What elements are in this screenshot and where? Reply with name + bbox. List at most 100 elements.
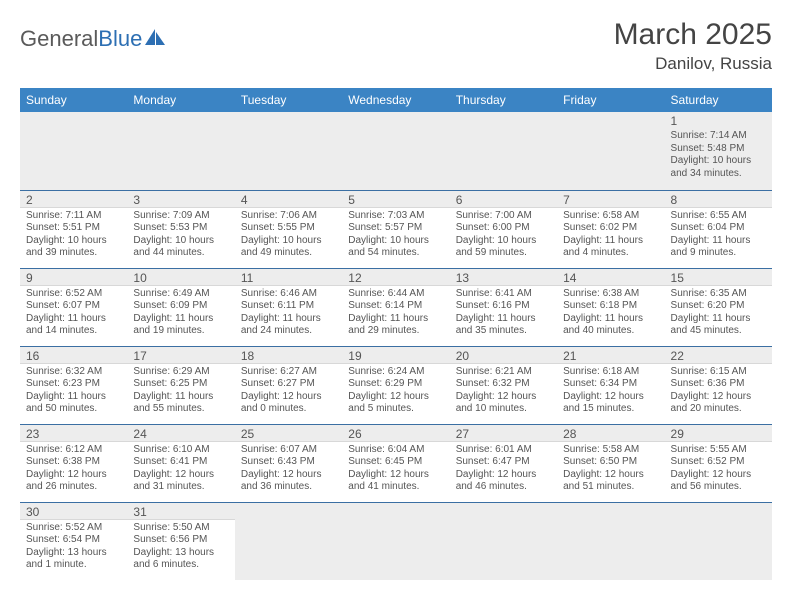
- sunset-text: Sunset: 6:41 PM: [133, 456, 228, 469]
- sunrise-text: Sunrise: 6:32 AM: [26, 366, 121, 379]
- weekday-header: Wednesday: [342, 88, 449, 112]
- daylight-line1: Daylight: 12 hours: [456, 469, 551, 482]
- daylight-line1: Daylight: 12 hours: [348, 469, 443, 482]
- day-details: Sunrise: 6:27 AMSunset: 6:27 PMDaylight:…: [235, 364, 342, 420]
- calendar-day-cell: 14Sunrise: 6:38 AMSunset: 6:18 PMDayligh…: [557, 268, 664, 346]
- sunrise-text: Sunrise: 6:21 AM: [456, 366, 551, 379]
- daylight-line1: Daylight: 12 hours: [241, 469, 336, 482]
- calendar-day-cell: 4Sunrise: 7:06 AMSunset: 5:55 PMDaylight…: [235, 190, 342, 268]
- day-details: Sunrise: 5:58 AMSunset: 6:50 PMDaylight:…: [557, 442, 664, 498]
- calendar-empty-cell: [450, 502, 557, 580]
- day-details: Sunrise: 6:07 AMSunset: 6:43 PMDaylight:…: [235, 442, 342, 498]
- sunrise-text: Sunrise: 7:06 AM: [241, 210, 336, 223]
- calendar-empty-cell: [450, 112, 557, 190]
- daylight-line2: and 44 minutes.: [133, 247, 228, 260]
- daylight-line2: and 9 minutes.: [671, 247, 766, 260]
- daylight-line1: Daylight: 10 hours: [671, 155, 766, 168]
- day-number: 5: [342, 191, 449, 208]
- daylight-line2: and 20 minutes.: [671, 403, 766, 416]
- day-details: Sunrise: 7:06 AMSunset: 5:55 PMDaylight:…: [235, 208, 342, 264]
- day-number: 18: [235, 347, 342, 364]
- daylight-line2: and 14 minutes.: [26, 325, 121, 338]
- daylight-line2: and 39 minutes.: [26, 247, 121, 260]
- sunrise-text: Sunrise: 6:44 AM: [348, 288, 443, 301]
- day-number: 24: [127, 425, 234, 442]
- day-details: Sunrise: 6:29 AMSunset: 6:25 PMDaylight:…: [127, 364, 234, 420]
- calendar-day-cell: 19Sunrise: 6:24 AMSunset: 6:29 PMDayligh…: [342, 346, 449, 424]
- day-details: Sunrise: 6:10 AMSunset: 6:41 PMDaylight:…: [127, 442, 234, 498]
- sunset-text: Sunset: 6:56 PM: [133, 534, 228, 547]
- sail-icon: [144, 28, 166, 46]
- sunset-text: Sunset: 5:57 PM: [348, 222, 443, 235]
- calendar-day-cell: 28Sunrise: 5:58 AMSunset: 6:50 PMDayligh…: [557, 424, 664, 502]
- day-details: Sunrise: 6:15 AMSunset: 6:36 PMDaylight:…: [665, 364, 772, 420]
- sunset-text: Sunset: 6:38 PM: [26, 456, 121, 469]
- sunrise-text: Sunrise: 7:00 AM: [456, 210, 551, 223]
- calendar-day-cell: 15Sunrise: 6:35 AMSunset: 6:20 PMDayligh…: [665, 268, 772, 346]
- daylight-line1: Daylight: 11 hours: [26, 313, 121, 326]
- calendar-week-row: 1Sunrise: 7:14 AMSunset: 5:48 PMDaylight…: [20, 112, 772, 190]
- daylight-line1: Daylight: 10 hours: [348, 235, 443, 248]
- daylight-line2: and 1 minute.: [26, 559, 121, 572]
- calendar-thead: Sunday Monday Tuesday Wednesday Thursday…: [20, 88, 772, 112]
- daylight-line2: and 56 minutes.: [671, 481, 766, 494]
- sunrise-text: Sunrise: 6:12 AM: [26, 444, 121, 457]
- sunset-text: Sunset: 6:27 PM: [241, 378, 336, 391]
- day-number: 28: [557, 425, 664, 442]
- sunset-text: Sunset: 6:20 PM: [671, 300, 766, 313]
- day-number: 10: [127, 269, 234, 286]
- sunrise-text: Sunrise: 5:50 AM: [133, 522, 228, 535]
- day-details: Sunrise: 6:58 AMSunset: 6:02 PMDaylight:…: [557, 208, 664, 264]
- day-number: 19: [342, 347, 449, 364]
- sunrise-text: Sunrise: 6:24 AM: [348, 366, 443, 379]
- daylight-line2: and 49 minutes.: [241, 247, 336, 260]
- daylight-line1: Daylight: 11 hours: [241, 313, 336, 326]
- daylight-line1: Daylight: 11 hours: [133, 391, 228, 404]
- page-header: GeneralBlue March 2025 Danilov, Russia: [20, 18, 772, 74]
- sunrise-text: Sunrise: 6:29 AM: [133, 366, 228, 379]
- day-number: 14: [557, 269, 664, 286]
- day-details: Sunrise: 6:18 AMSunset: 6:34 PMDaylight:…: [557, 364, 664, 420]
- sunset-text: Sunset: 6:09 PM: [133, 300, 228, 313]
- day-details: Sunrise: 6:04 AMSunset: 6:45 PMDaylight:…: [342, 442, 449, 498]
- calendar-day-cell: 20Sunrise: 6:21 AMSunset: 6:32 PMDayligh…: [450, 346, 557, 424]
- daylight-line1: Daylight: 12 hours: [563, 391, 658, 404]
- sunrise-text: Sunrise: 5:58 AM: [563, 444, 658, 457]
- sunrise-text: Sunrise: 6:10 AM: [133, 444, 228, 457]
- sunrise-text: Sunrise: 6:41 AM: [456, 288, 551, 301]
- calendar-day-cell: 17Sunrise: 6:29 AMSunset: 6:25 PMDayligh…: [127, 346, 234, 424]
- day-details: Sunrise: 6:41 AMSunset: 6:16 PMDaylight:…: [450, 286, 557, 342]
- daylight-line2: and 15 minutes.: [563, 403, 658, 416]
- sunset-text: Sunset: 6:23 PM: [26, 378, 121, 391]
- sunset-text: Sunset: 6:18 PM: [563, 300, 658, 313]
- sunrise-text: Sunrise: 7:14 AM: [671, 130, 766, 143]
- calendar-day-cell: 26Sunrise: 6:04 AMSunset: 6:45 PMDayligh…: [342, 424, 449, 502]
- daylight-line1: Daylight: 11 hours: [563, 235, 658, 248]
- sunset-text: Sunset: 5:53 PM: [133, 222, 228, 235]
- calendar-empty-cell: [342, 502, 449, 580]
- calendar-empty-cell: [665, 502, 772, 580]
- day-details: Sunrise: 6:32 AMSunset: 6:23 PMDaylight:…: [20, 364, 127, 420]
- calendar-day-cell: 16Sunrise: 6:32 AMSunset: 6:23 PMDayligh…: [20, 346, 127, 424]
- day-number: 8: [665, 191, 772, 208]
- calendar-day-cell: 9Sunrise: 6:52 AMSunset: 6:07 PMDaylight…: [20, 268, 127, 346]
- calendar-week-row: 30Sunrise: 5:52 AMSunset: 6:54 PMDayligh…: [20, 502, 772, 580]
- day-number: 4: [235, 191, 342, 208]
- daylight-line1: Daylight: 10 hours: [456, 235, 551, 248]
- day-details: Sunrise: 6:52 AMSunset: 6:07 PMDaylight:…: [20, 286, 127, 342]
- daylight-line1: Daylight: 13 hours: [26, 547, 121, 560]
- daylight-line2: and 50 minutes.: [26, 403, 121, 416]
- sunrise-text: Sunrise: 6:04 AM: [348, 444, 443, 457]
- day-details: Sunrise: 6:24 AMSunset: 6:29 PMDaylight:…: [342, 364, 449, 420]
- daylight-line2: and 55 minutes.: [133, 403, 228, 416]
- daylight-line1: Daylight: 12 hours: [26, 469, 121, 482]
- weekday-header: Saturday: [665, 88, 772, 112]
- calendar-day-cell: 27Sunrise: 6:01 AMSunset: 6:47 PMDayligh…: [450, 424, 557, 502]
- sunrise-text: Sunrise: 6:15 AM: [671, 366, 766, 379]
- sunrise-text: Sunrise: 6:01 AM: [456, 444, 551, 457]
- calendar-table: Sunday Monday Tuesday Wednesday Thursday…: [20, 88, 772, 580]
- sunrise-text: Sunrise: 6:35 AM: [671, 288, 766, 301]
- day-number: 30: [20, 503, 127, 520]
- calendar-day-cell: 11Sunrise: 6:46 AMSunset: 6:11 PMDayligh…: [235, 268, 342, 346]
- daylight-line1: Daylight: 12 hours: [671, 469, 766, 482]
